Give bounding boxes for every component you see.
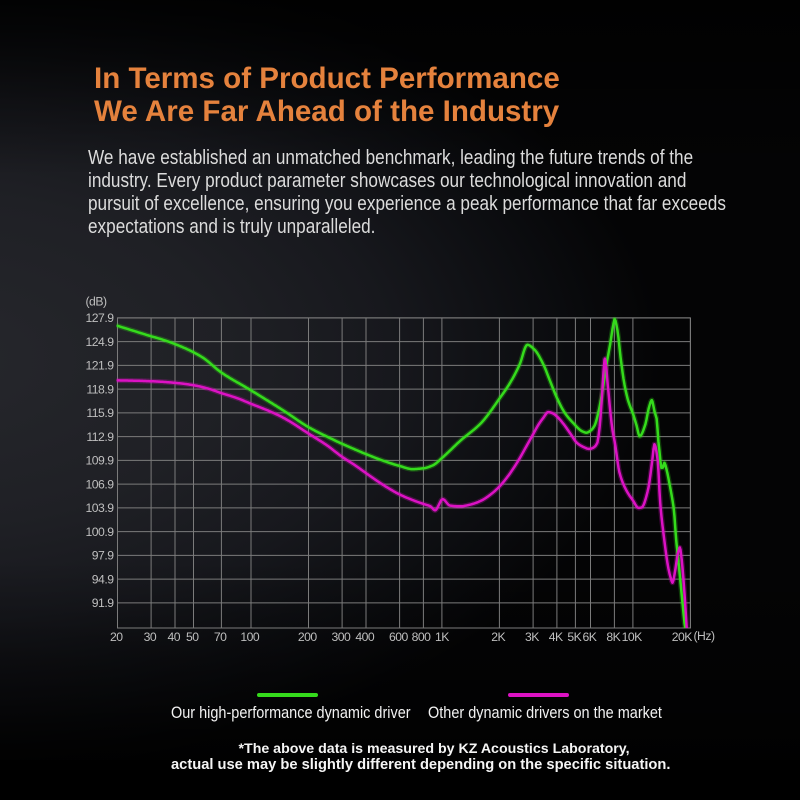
- svg-text:127.9: 127.9: [86, 311, 115, 325]
- svg-text:70: 70: [214, 630, 227, 644]
- svg-text:121.9: 121.9: [86, 359, 115, 373]
- svg-text:118.9: 118.9: [86, 382, 114, 396]
- svg-text:50: 50: [186, 630, 199, 644]
- svg-text:115.9: 115.9: [86, 406, 114, 420]
- svg-text:200: 200: [298, 630, 318, 644]
- svg-text:109.9: 109.9: [86, 454, 115, 468]
- svg-text:20K: 20K: [672, 630, 693, 644]
- svg-text:8K: 8K: [606, 630, 620, 644]
- svg-text:103.9: 103.9: [86, 501, 115, 515]
- svg-text:94.9: 94.9: [92, 572, 114, 586]
- svg-text:3K: 3K: [525, 630, 539, 644]
- svg-text:400: 400: [355, 630, 375, 644]
- svg-text:300: 300: [331, 630, 351, 644]
- svg-text:2K: 2K: [491, 630, 505, 644]
- svg-text:124.9: 124.9: [86, 335, 115, 349]
- svg-text:112.9: 112.9: [86, 430, 114, 444]
- svg-text:1K: 1K: [435, 630, 449, 644]
- svg-text:600: 600: [389, 630, 409, 644]
- svg-text:91.9: 91.9: [92, 596, 114, 610]
- svg-text:97.9: 97.9: [92, 549, 114, 563]
- svg-text:6K: 6K: [582, 630, 596, 644]
- svg-text:20: 20: [110, 630, 123, 644]
- svg-text:800: 800: [412, 630, 432, 644]
- svg-text:5K: 5K: [567, 630, 581, 644]
- svg-text:40: 40: [168, 630, 181, 644]
- svg-text:10K: 10K: [622, 630, 643, 644]
- svg-text:30: 30: [144, 630, 157, 644]
- svg-text:100: 100: [240, 630, 260, 644]
- svg-text:4K: 4K: [549, 630, 563, 644]
- svg-text:(Hz): (Hz): [694, 629, 715, 643]
- svg-text:106.9: 106.9: [86, 477, 115, 491]
- svg-text:(dB): (dB): [86, 295, 107, 309]
- svg-text:100.9: 100.9: [86, 525, 115, 539]
